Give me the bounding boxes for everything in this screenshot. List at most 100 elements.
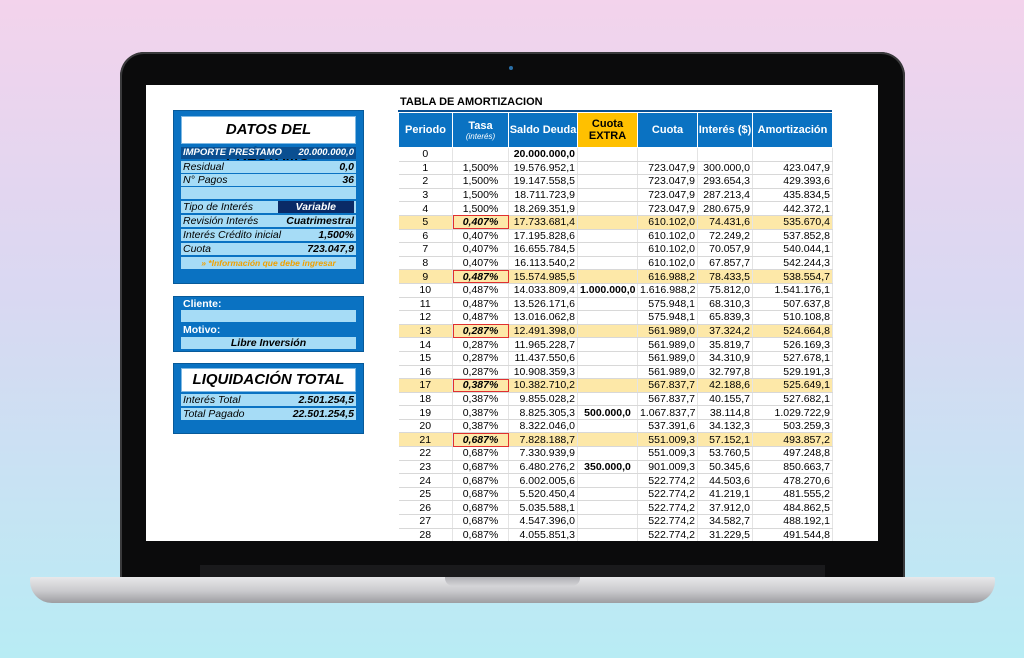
table-cell: 0,387% bbox=[452, 392, 509, 407]
table-cell bbox=[577, 201, 638, 216]
table-cell: 524.664,8 bbox=[752, 324, 833, 339]
table-cell: 12 bbox=[398, 310, 453, 325]
table-cell: 561.989,0 bbox=[637, 351, 698, 366]
table-cell: 1 bbox=[398, 161, 453, 176]
loan-title: DATOS DEL PRÉSTAMO bbox=[181, 116, 356, 164]
table-cell: 44.503,6 bbox=[697, 473, 753, 488]
table-cell: 5 bbox=[398, 215, 453, 230]
table-cell: 0,287% bbox=[452, 324, 509, 339]
table-cell: 0,387% bbox=[452, 419, 509, 434]
table-cell: 507.637,8 bbox=[752, 297, 833, 312]
table-row: 10 0,487% 14.033.809,4 1.000.000,0 1.616.988… bbox=[398, 283, 833, 298]
table-cell bbox=[577, 147, 638, 162]
table-cell bbox=[752, 147, 833, 162]
field-row: Interés Crédito inicial 1,500% bbox=[181, 229, 356, 241]
table-cell: 5.520.450,4 bbox=[508, 487, 578, 502]
table-cell: 491.544,8 bbox=[752, 528, 833, 541]
table-cell: 537.852,8 bbox=[752, 229, 833, 244]
field-value[interactable]: Variable bbox=[277, 201, 354, 213]
table-row: 23 0,687% 6.480.276,2 350.000,0 901.009,3 50.… bbox=[398, 460, 833, 475]
table-row: 3 1,500% 18.711.723,9 723.047,9 287.213,4 435… bbox=[398, 188, 833, 203]
table-cell: 537.391,6 bbox=[637, 419, 698, 434]
table-cell bbox=[577, 365, 638, 380]
table-cell: 10 bbox=[398, 283, 453, 298]
table-cell: 53.760,5 bbox=[697, 446, 753, 461]
table-cell: 423.047,9 bbox=[752, 161, 833, 176]
table-cell: 17.195.828,6 bbox=[508, 229, 578, 244]
table-cell bbox=[637, 147, 698, 162]
table-cell: 0,687% bbox=[452, 432, 509, 448]
table-cell: 0,687% bbox=[452, 500, 509, 516]
table-row: 28 0,687% 4.055.851,3 522.774,2 31.229,5 491.… bbox=[398, 528, 833, 541]
reason-value[interactable]: Libre Inversión bbox=[181, 337, 356, 349]
table-cell: 15 bbox=[398, 351, 453, 366]
table-cell: 293.654,3 bbox=[697, 174, 753, 189]
table-cell: 0 bbox=[398, 147, 453, 162]
header-label: Saldo Deuda bbox=[509, 124, 577, 136]
table-cell bbox=[577, 514, 638, 529]
column-header: Interés ($) bbox=[697, 112, 753, 148]
column-header: Amortización bbox=[752, 112, 833, 148]
table-cell: 20 bbox=[398, 419, 453, 434]
table-row: 25 0,687% 5.520.450,4 522.774,2 41.219,1 481.… bbox=[398, 487, 833, 502]
table-cell: 16 bbox=[398, 365, 453, 380]
table-cell: 575.948,1 bbox=[637, 297, 698, 312]
table-cell: 442.372,1 bbox=[752, 201, 833, 216]
table-cell: 9 bbox=[398, 269, 453, 284]
table-cell: 280.675,9 bbox=[697, 201, 753, 216]
table-row: 21 0,687% 7.828.188,7 551.009,3 57.152,1 493.… bbox=[398, 432, 833, 448]
table-cell: 31.229,5 bbox=[697, 528, 753, 541]
table-cell: 0,687% bbox=[452, 487, 509, 502]
field-value: 1,500% bbox=[318, 229, 354, 241]
table-cell: 610.102,0 bbox=[637, 256, 698, 271]
table-cell: 34.132,3 bbox=[697, 419, 753, 434]
table-cell: 19 bbox=[398, 405, 453, 420]
table-cell: 14 bbox=[398, 337, 453, 352]
table-cell: 68.310,3 bbox=[697, 297, 753, 312]
table-cell: 535.670,4 bbox=[752, 215, 833, 230]
table-cell: 522.774,2 bbox=[637, 500, 698, 516]
table-cell: 27 bbox=[398, 514, 453, 529]
table-cell bbox=[577, 215, 638, 230]
table-cell bbox=[577, 174, 638, 189]
table-cell: 8.825.305,3 bbox=[508, 405, 578, 420]
client-input[interactable] bbox=[181, 310, 356, 322]
table-cell: 16.655.784,5 bbox=[508, 242, 578, 257]
table-cell: 9.855.028,2 bbox=[508, 392, 578, 407]
header-label: Periodo bbox=[405, 124, 446, 136]
table-cell: 561.989,0 bbox=[637, 365, 698, 380]
table-cell bbox=[577, 473, 638, 488]
table-cell: 0,287% bbox=[452, 365, 509, 380]
table-row: 5 0,407% 17.733.681,4 610.102,0 74.431,6 535.… bbox=[398, 215, 833, 230]
table-cell: 497.248,8 bbox=[752, 446, 833, 461]
table-cell: 6.002.005,6 bbox=[508, 473, 578, 488]
field-value: 2.501.254,5 bbox=[298, 394, 354, 406]
table-row: 0 20.000.000,0 bbox=[398, 147, 833, 162]
table-cell: 34.582,7 bbox=[697, 514, 753, 529]
amount-label: IMPORTE PRESTAMO bbox=[183, 147, 282, 158]
table-row: 22 0,687% 7.330.939,9 551.009,3 53.760,5 497.… bbox=[398, 446, 833, 461]
table-cell: 287.213,4 bbox=[697, 188, 753, 203]
column-header: Cuota EXTRA bbox=[577, 112, 638, 148]
table-cell: 616.988,2 bbox=[637, 269, 698, 284]
table-cell: 540.044,1 bbox=[752, 242, 833, 257]
table-cell: 0,687% bbox=[452, 460, 509, 475]
table-cell: 429.393,6 bbox=[752, 174, 833, 189]
table-cell: 0,487% bbox=[452, 283, 509, 298]
table-row: 14 0,287% 11.965.228,7 561.989,0 35.819,7 526… bbox=[398, 337, 833, 352]
table-cell bbox=[577, 446, 638, 461]
table-cell: 850.663,7 bbox=[752, 460, 833, 475]
table-cell: 17.733.681,4 bbox=[508, 215, 578, 230]
field-value: 723.047,9 bbox=[307, 243, 354, 255]
screen: DATOS DEL PRÉSTAMO IMPORTE PRESTAMO 20.0… bbox=[146, 85, 878, 541]
table-cell bbox=[452, 147, 509, 162]
table-cell: 11.965.228,7 bbox=[508, 337, 578, 352]
table-cell: 522.774,2 bbox=[637, 473, 698, 488]
table-cell: 3 bbox=[398, 188, 453, 203]
table-cell: 723.047,9 bbox=[637, 201, 698, 216]
table-cell bbox=[577, 378, 638, 393]
table-cell bbox=[577, 351, 638, 366]
table-row: 24 0,687% 6.002.005,6 522.774,2 44.503,6 478.… bbox=[398, 473, 833, 488]
header-label: Cuota bbox=[651, 124, 684, 136]
